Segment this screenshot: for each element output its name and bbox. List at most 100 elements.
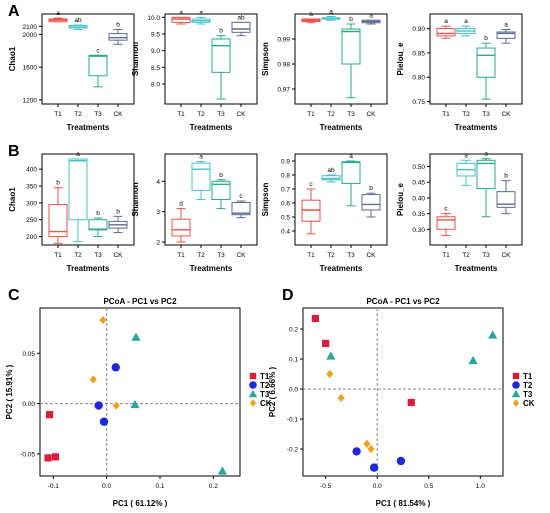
x-tick-label: T3	[94, 252, 102, 259]
x-tick-label: 0.5	[424, 483, 433, 490]
legend-label: T3	[523, 390, 533, 399]
x-tick-label: T1	[177, 252, 185, 259]
y-tick-label: -0.2	[287, 447, 299, 454]
y-tick-label: 0.9	[281, 159, 290, 166]
point-circle	[99, 417, 109, 426]
y-axis-label: PC2 ( 15.91% )	[5, 364, 14, 419]
box-T3	[476, 159, 496, 190]
point-circle	[111, 363, 120, 372]
box-T2	[191, 162, 211, 191]
boxplot-b-shannon: 2 3 4 Shannon Treatments d T1 a T2 b T3 c CK	[131, 153, 258, 273]
x-tick-label: T3	[482, 252, 490, 259]
significance-letter: a	[444, 18, 448, 25]
y-tick-label: 250	[26, 217, 37, 224]
x-tick-label: T3	[217, 111, 225, 118]
y-tick-label: 0.97	[277, 87, 290, 94]
boxplot-a-simpson: 0.97 0.98 0.99 Simpson Treatments a T1 a T2 b T3 a C…	[261, 9, 388, 132]
y-axis-label: PC2 ( 6.66% )	[268, 367, 277, 418]
y-tick-label: 3	[156, 209, 160, 216]
plot-frame	[429, 13, 523, 105]
boxplot-b-chao1: 200 250 300 350 400 Chao1 Treatments b T1 a T2 b T3 b…	[8, 151, 135, 273]
significance-letter: a	[484, 151, 488, 158]
point-triangle	[488, 330, 498, 339]
y-tick-label: 0.90	[412, 26, 425, 33]
box-T3	[88, 54, 108, 77]
x-tick-label: T1	[307, 111, 315, 118]
pcoa-scatter-c: PCoA - PC1 vs PC2 -0.1 0.0 0.1 0.2 -0.05 0.00 0…	[5, 297, 272, 508]
y-axis-label: Pielou_e	[396, 42, 405, 75]
y-tick-label: 1600	[23, 65, 38, 72]
x-tick-label: T2	[74, 111, 82, 118]
significance-letter: a	[349, 153, 353, 160]
box-CK	[231, 202, 251, 216]
y-tick-label: 0.0	[289, 387, 298, 394]
y-tick-label: 0.05	[22, 351, 35, 358]
plot-frame	[39, 307, 241, 477]
y-tick-label: 0.6	[281, 201, 290, 208]
point-triangle	[326, 351, 336, 360]
y-axis-label: Pielou_e	[396, 183, 405, 216]
point-circle	[352, 447, 361, 456]
box-T2	[68, 158, 88, 221]
y-tick-label: 0.5	[281, 215, 290, 222]
box-T3	[88, 219, 108, 231]
box-CK	[231, 21, 251, 33]
box-T1	[171, 218, 191, 237]
x-tick-label: 0.2	[209, 483, 218, 490]
y-tick-label: -0.05	[20, 451, 35, 458]
x-axis-label: Treatments	[67, 123, 110, 132]
box-T2	[321, 175, 341, 181]
x-tick-label: T2	[327, 252, 335, 259]
significance-letter: b	[116, 22, 120, 29]
point-circle	[512, 381, 520, 389]
significance-letter: b	[484, 35, 488, 42]
x-tick-label: T2	[462, 252, 470, 259]
y-axis-label: Simpson	[261, 182, 270, 216]
y-tick-label: 8.0	[151, 82, 160, 89]
x-tick-label: CK	[366, 111, 376, 118]
y-tick-label: 9.5	[151, 32, 160, 39]
significance-letter: b	[116, 208, 120, 215]
x-tick-label: T1	[54, 252, 62, 259]
y-axis-label: Shannon	[131, 42, 140, 76]
point-square	[51, 453, 60, 461]
x-axis-label: Treatments	[67, 264, 110, 273]
panel-letter-c: C	[8, 287, 20, 304]
x-axis-label: Treatments	[190, 264, 233, 273]
legend-label: CK	[523, 399, 535, 408]
legend-label: T1	[523, 372, 533, 381]
x-axis-label: Treatments	[190, 123, 233, 132]
x-tick-label: T3	[94, 111, 102, 118]
x-tick-label: -0.1	[48, 483, 60, 490]
chart-layer: 1200160020002100Chao1TreatmentsaT1abT2cT…	[5, 9, 535, 509]
plot-frame	[41, 153, 135, 246]
point-circle	[396, 456, 406, 466]
y-tick-label: 9.0	[151, 48, 160, 55]
x-tick-label: T1	[307, 252, 315, 259]
y-tick-label: 1200	[23, 97, 38, 104]
point-diamond	[367, 444, 375, 454]
y-tick-label: 0.2	[289, 327, 298, 334]
significance-letter: ab	[237, 14, 245, 21]
x-tick-label: 1.0	[476, 483, 485, 490]
x-tick-label: T2	[327, 111, 335, 118]
legend-label: CK	[260, 399, 272, 408]
y-tick-label: 0.30	[412, 227, 425, 234]
y-tick-label: 0.45	[412, 180, 425, 187]
significance-letter: d	[179, 201, 183, 208]
y-tick-label: 0.99	[277, 37, 290, 44]
x-tick-label: 0.1	[155, 483, 164, 490]
x-tick-label: CK	[236, 111, 246, 118]
x-tick-label: 0.0	[373, 483, 382, 490]
significance-letter: c	[239, 193, 243, 200]
x-axis-label: PC1 ( 61.12% )	[113, 499, 168, 508]
x-tick-label: T3	[347, 111, 355, 118]
point-diamond	[89, 375, 97, 384]
significance-letter: ab	[74, 17, 82, 24]
y-tick-label: 0.40	[412, 195, 425, 202]
x-axis-label: PC1 ( 81.54% )	[376, 499, 431, 508]
y-tick-label: 0.4	[281, 229, 290, 236]
plot-frame	[302, 307, 504, 477]
